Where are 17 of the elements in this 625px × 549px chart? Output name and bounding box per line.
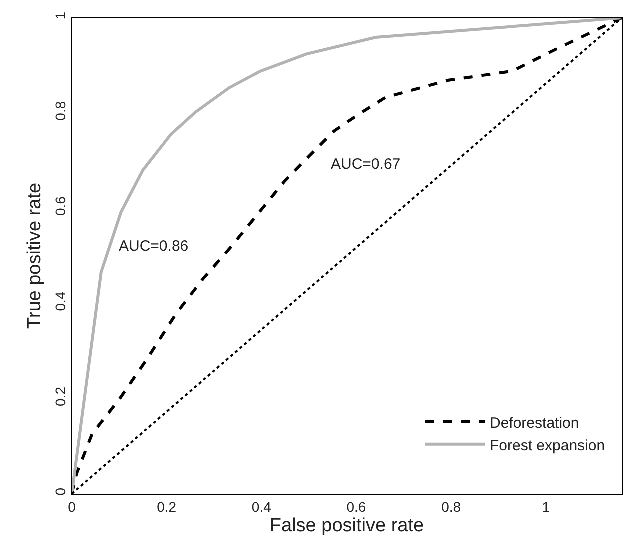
x-tick-label: 0.2 (157, 498, 177, 515)
y-tick-label: 0.4 (52, 292, 68, 312)
legend-label: Forest expansion (490, 437, 606, 454)
y-tick-label: 0 (52, 488, 68, 496)
y-tick-label: 1 (52, 12, 68, 20)
x-tick-label: 1 (542, 498, 550, 515)
legend-label: Deforestation (490, 414, 580, 432)
x-axis-title: False positive rate (270, 516, 424, 537)
x-tick-label: 0.4 (252, 498, 272, 515)
y-tick-label: 0.8 (52, 101, 68, 121)
y-axis-title: True positive rate (24, 182, 46, 330)
y-tick-label: 0.2 (52, 386, 68, 406)
x-tick-label: 0.6 (346, 498, 366, 515)
annotation: AUC=0.67 (331, 156, 401, 173)
annotation: AUC=0.86 (119, 238, 189, 255)
x-tick-label: 0.8 (442, 498, 462, 515)
y-tick-label: 0.6 (52, 196, 68, 216)
